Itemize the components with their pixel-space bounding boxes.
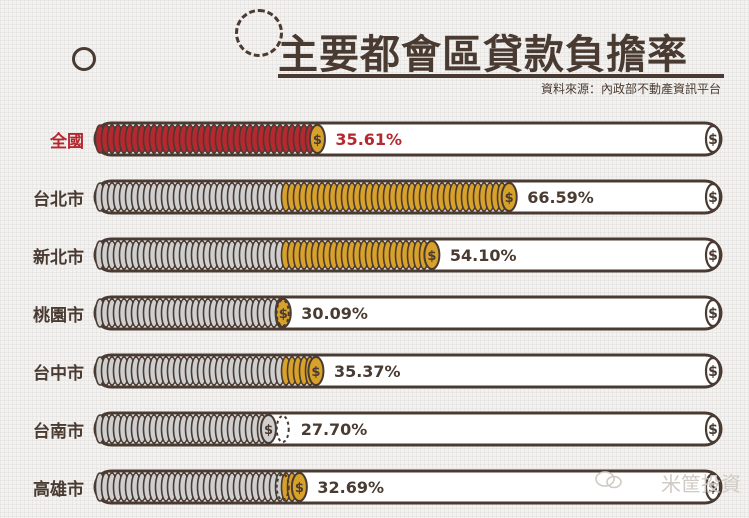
wechat-icon [595, 471, 622, 489]
svg-text:$: $ [295, 481, 304, 496]
value-label: 30.09% [301, 304, 368, 323]
source-note: 資料來源：內政部不動產資訊平台 [540, 82, 721, 96]
bar-row: $$ [93, 179, 723, 215]
bar-row: $$ [93, 237, 723, 273]
end-coin-dollar: $ [708, 306, 718, 322]
bar-row: $$ [93, 411, 723, 447]
svg-text:$: $ [505, 191, 514, 206]
category-label: 台中市 [33, 364, 84, 384]
category-label: 台南市 [33, 422, 84, 442]
bar: $ [94, 124, 326, 154]
reference-marker [275, 299, 290, 327]
reference-marker [275, 473, 290, 501]
end-coin-dollar: $ [708, 480, 718, 496]
bar: $ [94, 414, 277, 444]
end-coin-dollar: $ [708, 248, 718, 264]
end-coin [704, 240, 722, 270]
svg-text:$: $ [427, 249, 436, 264]
category-label: 全國 [50, 132, 84, 152]
end-coin [704, 298, 722, 328]
watermark: 米筐投資 [661, 472, 741, 496]
bar: $ [94, 182, 518, 212]
title-underline [278, 74, 724, 78]
end-coin [704, 414, 722, 444]
svg-text:$: $ [279, 307, 288, 322]
value-label: 54.10% [449, 246, 517, 265]
bar: $ [94, 240, 441, 270]
category-label: 高雄市 [33, 480, 84, 500]
svg-text:$: $ [313, 133, 322, 148]
reference-marker [275, 415, 290, 443]
category-label: 新北市 [33, 248, 84, 268]
end-coin [704, 356, 722, 386]
value-label: 27.70% [300, 420, 368, 439]
end-coin-dollar: $ [708, 364, 718, 380]
end-coin-dollar: $ [708, 422, 718, 438]
bar-row: $$ [93, 121, 723, 157]
bar: $ [94, 356, 325, 386]
svg-text:$: $ [311, 365, 320, 380]
end-coin-dollar: $ [708, 132, 718, 148]
bar: $ [94, 472, 308, 502]
end-coin [704, 472, 722, 502]
dashed-circle-decoration [235, 9, 283, 57]
chart-title: 主要都會區貸款負擔率 [278, 32, 688, 78]
bar-row: $$ [93, 295, 723, 331]
value-label: 66.59% [527, 188, 594, 207]
category-label: 桃園市 [33, 306, 84, 326]
value-label: 35.37% [333, 362, 401, 381]
value-label: 32.69% [317, 478, 384, 497]
end-coin [704, 182, 722, 212]
bar-row: $$ [93, 469, 723, 505]
bar-row: $$ [93, 353, 723, 389]
bar: $ [94, 298, 292, 328]
category-label: 台北市 [33, 190, 84, 210]
value-label: 35.61% [335, 130, 403, 149]
end-coin [704, 124, 722, 154]
svg-text:$: $ [264, 423, 273, 438]
end-coin-dollar: $ [708, 190, 718, 206]
ring-decoration [72, 47, 96, 71]
